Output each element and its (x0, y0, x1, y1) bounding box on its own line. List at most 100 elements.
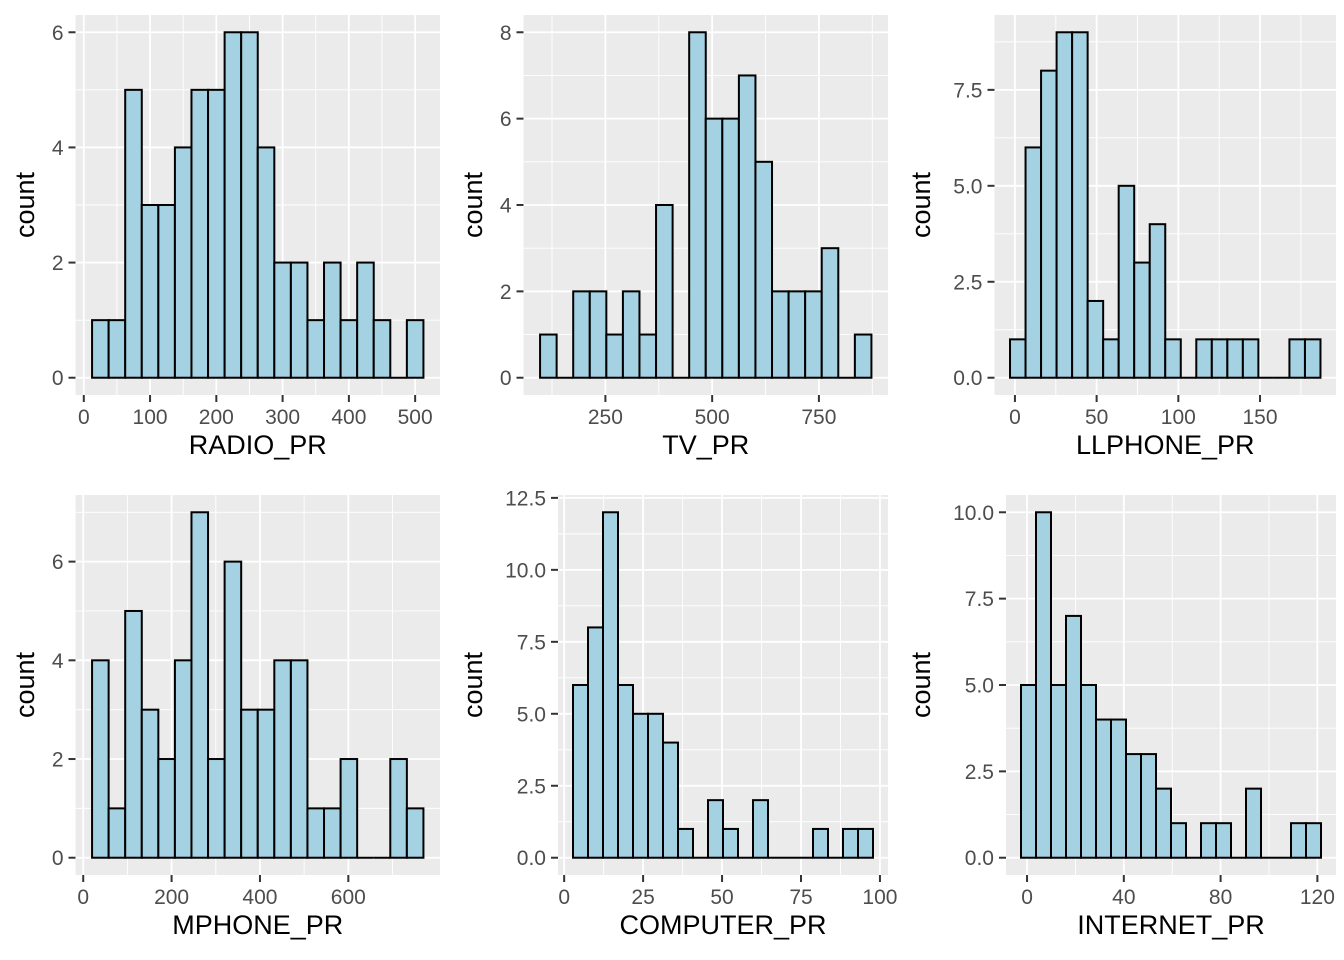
histogram-bar (256, 146, 276, 379)
histogram-bar (273, 659, 292, 859)
histogram-cell-internet-pr: 0 40 80 120 0.0 2.5 5.0 7.5 10.0 INTERNET_PR count (896, 480, 1344, 960)
x-tick-label: 600 (331, 886, 366, 909)
x-axis-title: COMPUTER_PR (619, 910, 826, 940)
histogram-bar (737, 74, 757, 379)
histogram-bar (124, 88, 143, 379)
histogram-bar (107, 319, 127, 379)
histogram-bar (1170, 822, 1187, 859)
histogram-bar (1020, 684, 1037, 859)
x-tick-label: 75 (789, 886, 812, 909)
histogram-bar (1245, 787, 1262, 859)
histogram-bar (1164, 338, 1182, 379)
y-tick-label: 4 (52, 137, 64, 160)
x-tick-label: 250 (588, 406, 623, 429)
histogram-bar (157, 758, 176, 859)
histogram-bar (707, 799, 724, 859)
y-tick-label: 2.5 (965, 761, 994, 784)
y-tick-label: 2 (500, 281, 512, 304)
y-tick-label: 7.5 (953, 79, 982, 102)
histogram-bar (721, 117, 740, 379)
y-tick-label: 6 (52, 551, 64, 574)
y-tick-label: 12.5 (505, 487, 546, 510)
histogram-bar (804, 290, 823, 379)
histogram-bar (323, 261, 342, 379)
y-tick-label: 0 (500, 367, 512, 390)
histogram-bar (1303, 338, 1322, 379)
y-tick-label: 5.0 (517, 703, 546, 726)
y-tick-label: 0 (52, 367, 64, 390)
histogram-bar (339, 319, 359, 379)
histogram-bar (588, 290, 608, 379)
histogram-bar (1215, 822, 1232, 859)
x-tick-label: 120 (1300, 886, 1335, 909)
y-tick-label: 2 (52, 252, 64, 275)
histogram-bar (207, 88, 226, 379)
histogram-bar (372, 319, 392, 379)
x-tick-label: 100 (133, 406, 168, 429)
histogram-bar (1050, 684, 1067, 859)
histogram-bar (587, 626, 604, 859)
y-tick-label: 0 (52, 847, 64, 870)
histogram-bar (647, 712, 664, 859)
histogram-bar (190, 511, 210, 859)
y-tick-label: 6 (52, 22, 64, 45)
y-axis-title: count (458, 171, 488, 238)
histogram-cell-llphone-pr: 0 50 100 150 0.0 2.5 5.0 7.5 LLPHONE_PR count (896, 0, 1344, 480)
y-axis-title: count (906, 651, 936, 718)
histogram-bar (1241, 338, 1260, 379)
histogram-bar (688, 31, 707, 379)
x-tick-label: 0 (558, 886, 570, 909)
histogram-bar (289, 659, 309, 859)
x-tick-label: 500 (695, 406, 730, 429)
histogram-svg-internet-pr: 0 40 80 120 0.0 2.5 5.0 7.5 10.0 INTERNET_PR count (906, 495, 1336, 940)
histogram-bar (754, 160, 774, 379)
histogram-bar (223, 560, 243, 859)
x-tick-label: 80 (1209, 886, 1232, 909)
x-tick-label: 200 (199, 406, 234, 429)
y-tick-label: 2.5 (517, 775, 546, 798)
histogram-bar (405, 807, 425, 859)
histogram-bar (572, 684, 589, 859)
histogram-bar (173, 146, 193, 379)
histogram-bar (223, 31, 243, 379)
y-tick-label: 2 (52, 749, 64, 772)
histogram-bar (1102, 338, 1120, 379)
histogram-svg-computer-pr: 0 25 50 75 100 0.0 2.5 5.0 7.5 10.0 12.5 COMPUTER_P… (458, 487, 897, 940)
x-tick-label: 40 (1112, 886, 1135, 909)
histogram-bar (771, 290, 790, 379)
histogram-svg-tv-pr: 250 500 750 0 2 4 6 8 TV_PR count (458, 15, 888, 460)
histogram-bar (605, 333, 624, 379)
x-axis-title: INTERNET_PR (1077, 910, 1265, 940)
histogram-bar (306, 807, 326, 859)
histogram-bar (124, 609, 143, 859)
histogram-bar (1035, 511, 1052, 859)
y-tick-label: 7.5 (517, 631, 546, 654)
histogram-bar (1200, 822, 1217, 859)
y-axis-title: count (10, 171, 40, 238)
y-tick-label: 10.0 (953, 502, 994, 525)
histogram-bar (240, 31, 259, 379)
histogram-bar (1155, 787, 1172, 859)
x-tick-label: 200 (154, 886, 189, 909)
histogram-bar (1140, 753, 1157, 859)
x-tick-label: 150 (1242, 406, 1277, 429)
x-tick-label: 400 (331, 406, 366, 429)
y-tick-label: 0.0 (965, 847, 994, 870)
y-axis-title: count (906, 171, 936, 238)
x-tick-label: 0 (78, 406, 90, 429)
y-axis-title: count (10, 651, 40, 718)
histogram-bar (405, 319, 425, 379)
histogram-bar (857, 827, 874, 859)
histogram-bar (1040, 69, 1058, 379)
histogram-bar (539, 333, 558, 379)
histogram-bar (91, 659, 110, 859)
x-tick-label: 0 (1021, 886, 1033, 909)
x-axis-title: MPHONE_PR (172, 910, 343, 940)
histogram-bar (704, 117, 724, 379)
x-tick-label: 50 (710, 886, 733, 909)
histogram-bar (91, 319, 110, 379)
histogram-bar (1210, 338, 1229, 379)
histogram-bar (853, 333, 873, 379)
histogram-bar (1086, 299, 1105, 379)
